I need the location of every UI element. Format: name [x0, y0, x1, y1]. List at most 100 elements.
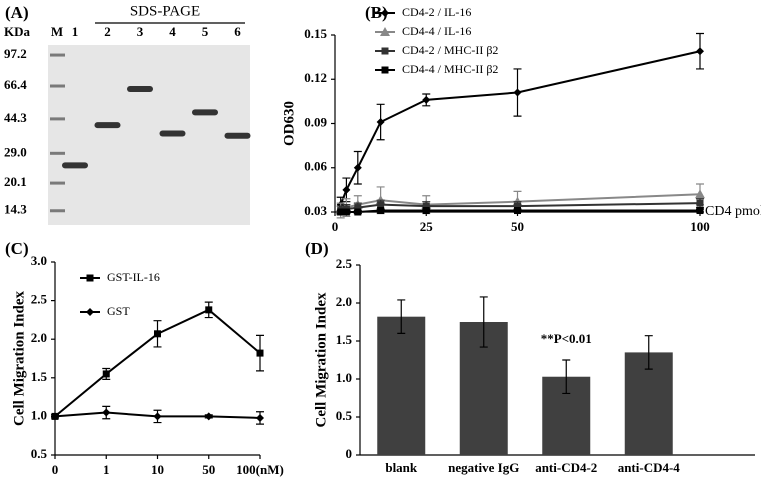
- marker: [377, 201, 385, 209]
- x-tick-label: 25: [420, 219, 434, 234]
- y-tick-label: 0: [346, 446, 353, 461]
- marker: [51, 412, 59, 421]
- y-axis-label: KDa: [4, 24, 31, 39]
- marker: [154, 330, 161, 338]
- marker-band: [50, 84, 65, 88]
- y-tick-label: 3.0: [31, 253, 47, 268]
- y-tick-label: 66.4: [4, 77, 27, 92]
- marker: [353, 163, 362, 172]
- y-tick-label: 1.5: [336, 332, 353, 347]
- y-tick-label: 2.0: [31, 330, 47, 345]
- marker: [102, 370, 110, 378]
- marker-band: [50, 209, 65, 213]
- x-tick-label: 100(nM): [236, 462, 284, 477]
- marker-band: [50, 117, 65, 121]
- error-bar: [479, 296, 488, 348]
- marker-band: [50, 53, 65, 57]
- y-tick-label: 1.0: [31, 407, 47, 422]
- legend-label: GST: [107, 304, 130, 318]
- marker: [205, 306, 213, 314]
- marker: [381, 47, 389, 55]
- lane-label: 5: [202, 24, 209, 39]
- marker: [204, 412, 213, 421]
- marker: [256, 413, 264, 422]
- marker: [422, 207, 430, 215]
- marker-band: [50, 181, 65, 185]
- marker: [354, 208, 362, 216]
- y-tick-label: 1.5: [31, 369, 48, 384]
- marker: [86, 274, 94, 282]
- y-tick-label: 0.03: [304, 203, 327, 218]
- y-tick-label: 20.1: [4, 174, 27, 189]
- legend-label: CD4-4 / MHC-II β2: [402, 62, 498, 76]
- error-bar: [397, 299, 406, 334]
- protein-band: [192, 109, 218, 116]
- marker: [381, 66, 389, 74]
- y-tick-label: 97.2: [4, 46, 27, 61]
- y-axis-label: OD630: [281, 101, 297, 146]
- x-tick-label: anti-CD4-4: [618, 460, 681, 475]
- x-tick-label: blank: [385, 460, 418, 475]
- y-tick-label: 2.0: [336, 294, 352, 309]
- lane-label: 1: [72, 24, 79, 39]
- marker: [153, 412, 162, 421]
- lane-label: 4: [169, 24, 176, 39]
- series-line: [339, 50, 701, 205]
- legend-label: CD4-2 / MHC-II β2: [402, 43, 498, 57]
- y-tick-label: 0.5: [336, 408, 353, 423]
- gel-title: SDS-PAGE: [130, 3, 200, 19]
- x-tick-label: 50: [511, 219, 524, 234]
- panel-label: (A): [5, 3, 29, 22]
- y-tick-label: 1.0: [336, 370, 352, 385]
- lane-label: 6: [234, 24, 241, 39]
- x-tick-label: anti-CD4-2: [535, 460, 597, 475]
- annotation: **P<0.01: [541, 331, 592, 346]
- y-axis-label: Cell Migration Index: [11, 291, 27, 426]
- y-tick-label: 14.3: [4, 202, 27, 217]
- marker: [514, 207, 521, 215]
- y-tick-label: 0.15: [304, 26, 327, 41]
- lane-label: 2: [104, 24, 111, 39]
- marker-lane-label: M: [51, 24, 63, 39]
- error-bar: [562, 359, 571, 395]
- y-tick-label: 0.5: [31, 446, 48, 461]
- x-tick-label: 50: [202, 462, 215, 477]
- y-tick-label: 2.5: [31, 292, 48, 307]
- x-tick-label: 0: [332, 219, 339, 234]
- x-tick-label: 100: [690, 219, 710, 234]
- protein-band: [159, 130, 186, 137]
- marker: [256, 349, 264, 357]
- gel: [48, 45, 250, 225]
- x-axis-label: CD4 pmol/well: [705, 204, 761, 219]
- y-tick-label: 44.3: [4, 110, 27, 125]
- marker: [342, 208, 350, 216]
- marker: [102, 408, 111, 417]
- x-tick-label: 1: [103, 462, 110, 477]
- protein-band: [127, 86, 153, 93]
- marker: [696, 199, 704, 207]
- marker: [513, 88, 522, 97]
- marker: [381, 9, 389, 17]
- y-tick-label: 0.09: [304, 114, 327, 129]
- protein-band: [62, 162, 88, 169]
- marker: [422, 95, 431, 104]
- marker: [696, 47, 704, 56]
- x-tick-label: 0: [52, 462, 59, 477]
- marker: [342, 185, 351, 194]
- lane-label: 3: [137, 24, 144, 39]
- panel-label: (C): [5, 239, 29, 258]
- x-tick-label: negative IgG: [448, 460, 519, 475]
- x-tick-label: 10: [151, 462, 164, 477]
- y-tick-label: 29.0: [4, 144, 27, 159]
- marker: [696, 207, 704, 215]
- panel-label: (D): [305, 239, 329, 258]
- protein-band: [94, 122, 121, 129]
- y-tick-label: 0.06: [304, 159, 327, 174]
- legend-label: CD4-2 / IL-16: [402, 5, 471, 19]
- marker: [695, 189, 705, 199]
- marker: [380, 27, 390, 36]
- y-axis-label: Cell Migration Index: [313, 292, 329, 427]
- legend-label: CD4-4 / IL-16: [402, 24, 471, 38]
- legend-label: GST-IL-16: [107, 270, 160, 284]
